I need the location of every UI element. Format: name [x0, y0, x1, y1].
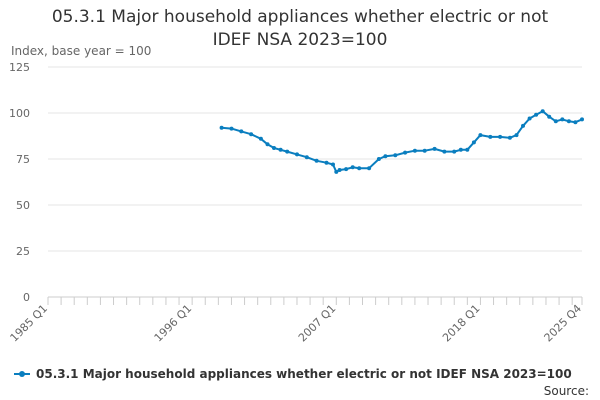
data-point: [452, 149, 457, 154]
series-layer: [219, 109, 584, 174]
data-point: [295, 152, 299, 157]
data-point: [258, 136, 263, 141]
data-point: [331, 162, 335, 167]
legend[interactable]: 05.3.1 Major household appliances whethe…: [14, 367, 572, 381]
data-point: [334, 169, 339, 174]
x-tick-label: 2007 Q1: [296, 302, 339, 345]
x-tick-label: 2025 Q4: [542, 302, 585, 345]
data-point: [239, 129, 244, 134]
data-point: [367, 166, 372, 171]
data-point: [521, 123, 525, 128]
chart-title-line-2: IDEF NSA 2023=100: [212, 30, 388, 50]
data-point: [265, 142, 270, 147]
data-point: [383, 154, 388, 159]
data-point: [219, 125, 224, 130]
series-line: [221, 110, 583, 173]
gridlines: [48, 66, 582, 298]
legend-label: 05.3.1 Major household appliances whethe…: [36, 367, 572, 381]
data-point: [514, 133, 519, 138]
data-point: [540, 109, 545, 114]
data-point: [534, 112, 539, 117]
data-point: [350, 165, 355, 170]
data-point: [249, 132, 254, 137]
data-point: [314, 158, 319, 163]
data-point: [412, 148, 417, 153]
data-point: [393, 153, 398, 158]
x-tick-label: 1985 Q1: [8, 302, 51, 345]
x-axis: 1985 Q1 1996 Q1 2007 Q1 2018 Q1 2025 Q4: [8, 297, 585, 345]
legend-marker-icon: [14, 369, 30, 379]
data-point: [403, 150, 408, 155]
data-point: [527, 116, 532, 121]
data-point: [422, 148, 427, 153]
y-tick-label: 50: [16, 199, 30, 212]
data-point: [458, 147, 463, 152]
data-point: [573, 120, 578, 125]
chart-title: 05.3.1 Major household appliances whethe…: [0, 6, 600, 52]
data-point: [498, 134, 503, 139]
data-point: [357, 166, 362, 171]
data-point: [324, 160, 329, 165]
data-point: [471, 140, 476, 145]
y-tick-label: 25: [16, 245, 30, 258]
data-point: [507, 135, 512, 140]
y-axis-label: Index, base year = 100: [11, 44, 152, 58]
x-tick-label: 2018 Q1: [440, 302, 483, 345]
data-point: [465, 147, 470, 152]
data-point: [376, 157, 381, 161]
data-point: [442, 149, 447, 154]
data-point: [566, 119, 571, 124]
data-point: [272, 146, 276, 150]
source-label: Source:: [543, 384, 589, 398]
data-point: [432, 146, 437, 151]
y-tick-label: 100: [9, 107, 30, 120]
y-tick-label: 0: [23, 291, 30, 304]
data-point: [547, 114, 552, 119]
data-point: [285, 149, 290, 154]
data-point: [488, 134, 493, 139]
y-tick-label: 75: [16, 153, 30, 166]
data-point: [560, 117, 565, 122]
y-tick-label: 125: [9, 61, 30, 74]
data-point: [580, 117, 584, 122]
data-point: [304, 155, 309, 160]
data-point: [229, 126, 234, 131]
y-axis-ticks: 0 25 50 75 100 125: [9, 61, 30, 304]
data-point: [344, 167, 349, 172]
data-point: [337, 168, 342, 172]
x-tick-label: 1996 Q1: [152, 302, 195, 345]
data-point: [553, 119, 558, 124]
data-point: [478, 133, 483, 138]
data-point: [278, 147, 283, 152]
chart-title-line-1: 05.3.1 Major household appliances whethe…: [51, 7, 549, 27]
